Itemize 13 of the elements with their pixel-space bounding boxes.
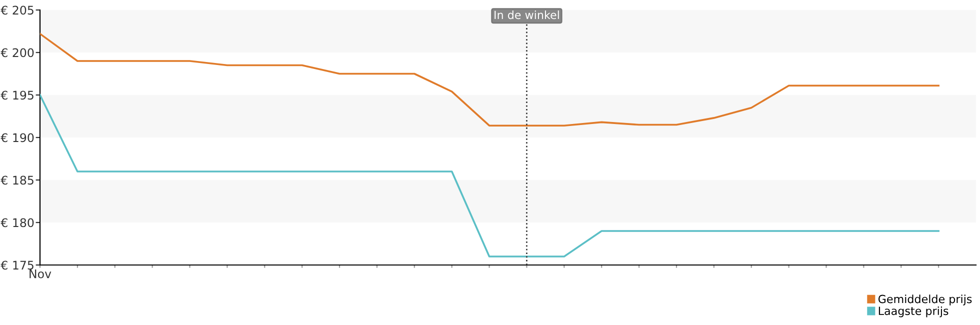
y-tick-label: € 200 — [0, 48, 34, 58]
x-tick-label: Nov — [30, 270, 52, 278]
y-tick-label: € 185 — [0, 176, 34, 185]
y-tick-label: € 175 — [0, 260, 34, 270]
y-tick-label: € 195 — [0, 90, 34, 100]
y-tick-label: € 205 — [0, 6, 34, 15]
line-series — [40, 94, 940, 258]
line-series — [40, 32, 940, 127]
y-tick-label: € 190 — [0, 133, 34, 142]
annotation: In de winkel — [494, 10, 559, 20]
legend-label: Laagste prijs — [878, 306, 948, 318]
legend-label: Gemiddelde prijs — [878, 294, 972, 306]
y-tick-label: € 180 — [0, 218, 34, 228]
